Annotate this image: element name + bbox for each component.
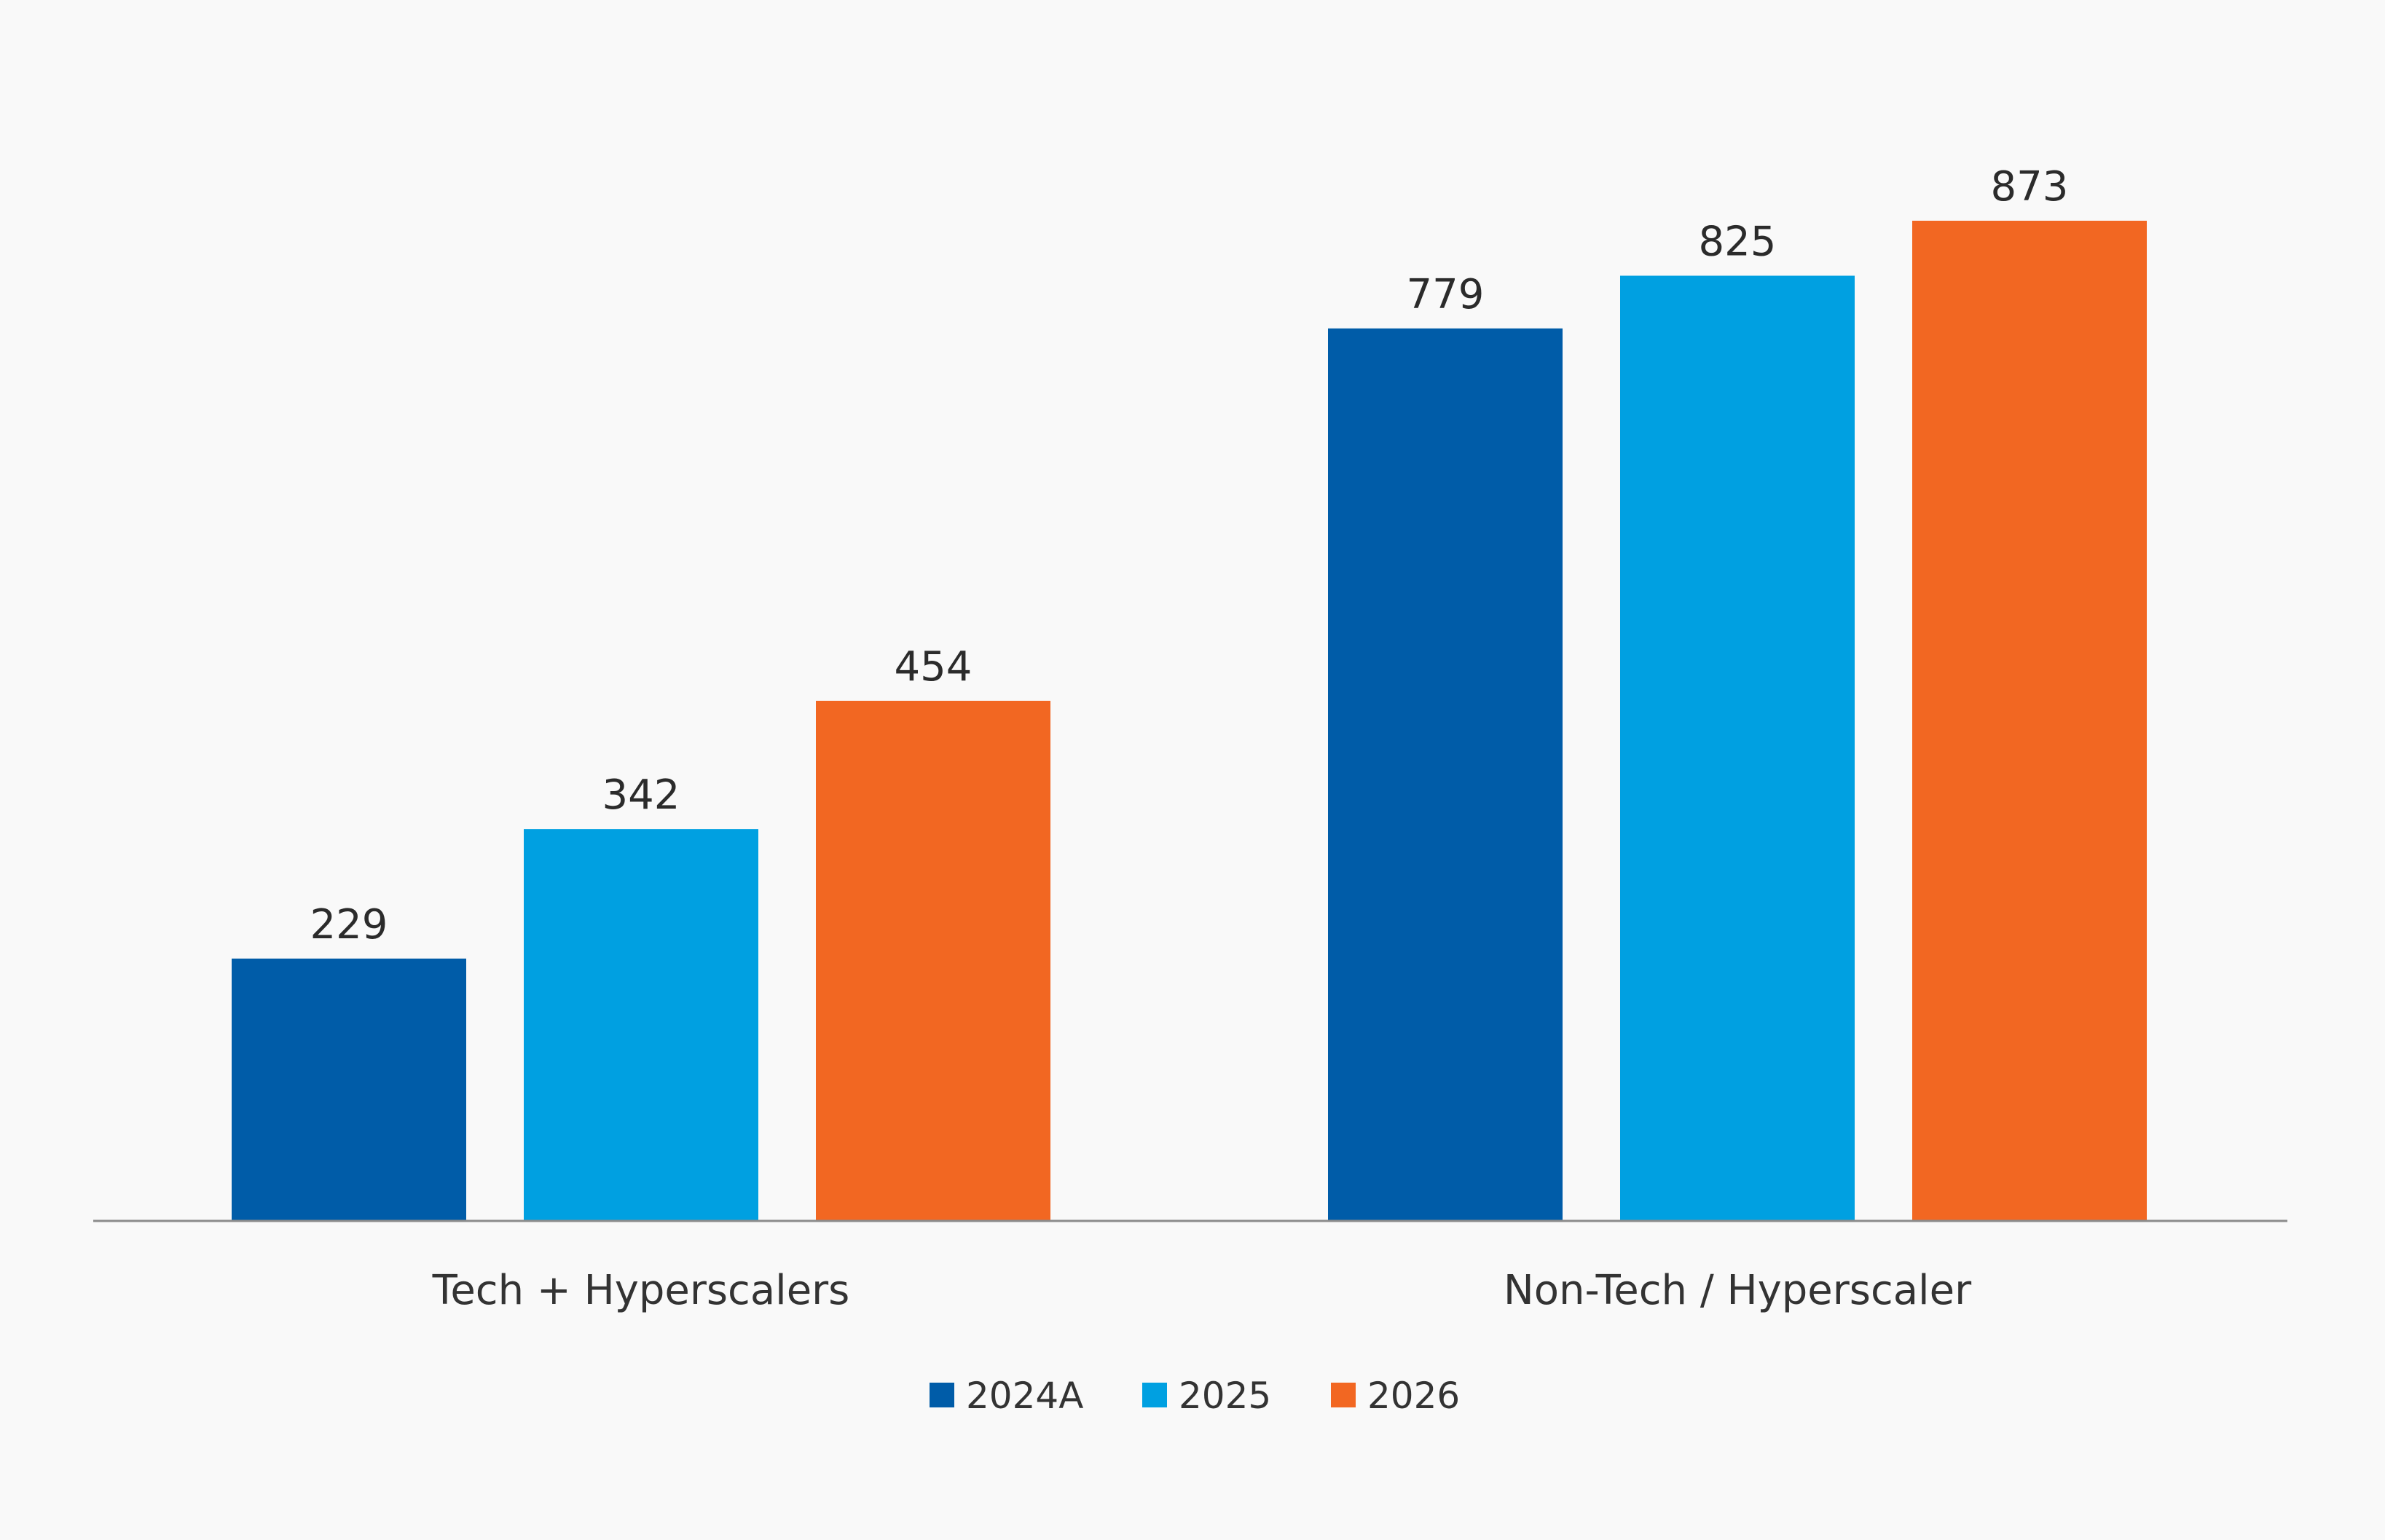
legend-label: 2024A: [966, 1375, 1083, 1417]
category-label: Tech + Hyperscalers: [432, 1267, 850, 1314]
legend-swatch: [930, 1383, 954, 1407]
bar-value-label: 825: [1699, 218, 1777, 265]
legend-label: 2025: [1179, 1375, 1271, 1417]
bar-1-2: [1912, 221, 2147, 1221]
category-label: Non-Tech / Hyperscaler: [1504, 1267, 1972, 1314]
data-labels-layer: 229 342 454 779 825 873: [310, 163, 2069, 948]
legend-swatch: [1331, 1383, 1356, 1407]
bar-value-label: 779: [1407, 271, 1485, 318]
bar-value-label: 873: [1991, 163, 2069, 211]
bar-1-0: [1328, 328, 1563, 1221]
bars-layer: [232, 221, 2147, 1221]
legend: 2024A 2025 2026: [930, 1375, 1460, 1417]
legend-label: 2026: [1367, 1375, 1460, 1417]
bar-0-2: [816, 700, 1050, 1221]
bar-0-1: [524, 829, 758, 1221]
category-labels-layer: Tech + Hyperscalers Non-Tech / Hyperscale…: [432, 1267, 1972, 1314]
bar-value-label: 342: [602, 771, 680, 819]
bar-1-1: [1620, 275, 1855, 1221]
bar-value-label: 454: [895, 643, 973, 691]
bar-0-0: [232, 958, 466, 1221]
bar-value-label: 229: [310, 901, 388, 948]
legend-swatch: [1142, 1383, 1167, 1407]
